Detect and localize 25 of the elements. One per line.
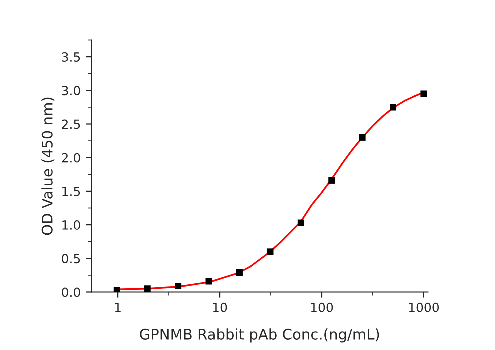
y-tick-label: 2.0 <box>62 153 80 163</box>
point <box>390 104 397 111</box>
y-tick-label: 3.0 <box>62 86 80 96</box>
x-tick-label: 1000 <box>409 302 440 312</box>
point <box>359 134 366 141</box>
point <box>114 286 120 292</box>
y-tick-label: 1.5 <box>62 187 80 196</box>
point <box>236 270 243 276</box>
x-tick-label: 100 <box>311 302 334 312</box>
y-tick-label: 0.5 <box>62 254 80 264</box>
point <box>267 248 274 256</box>
x-tick-label: 1 <box>115 303 121 312</box>
x-tick-label: 10 <box>213 302 228 312</box>
point <box>328 177 336 184</box>
y-tick-label: 2.5 <box>62 120 80 130</box>
point <box>144 286 151 292</box>
y-tick-label: 3.5 <box>62 52 80 62</box>
point <box>420 90 428 98</box>
x-axis-title: GPNMB Rabbit pAb Conc.(ng/mL) <box>140 328 380 343</box>
point <box>206 278 212 285</box>
y-axis-title: OD Value (450 nm) <box>42 98 55 236</box>
point <box>298 220 304 226</box>
y-tick-label: 0.0 <box>62 288 80 298</box>
y-tick-label: 1.0 <box>62 220 80 230</box>
point <box>175 282 182 290</box>
